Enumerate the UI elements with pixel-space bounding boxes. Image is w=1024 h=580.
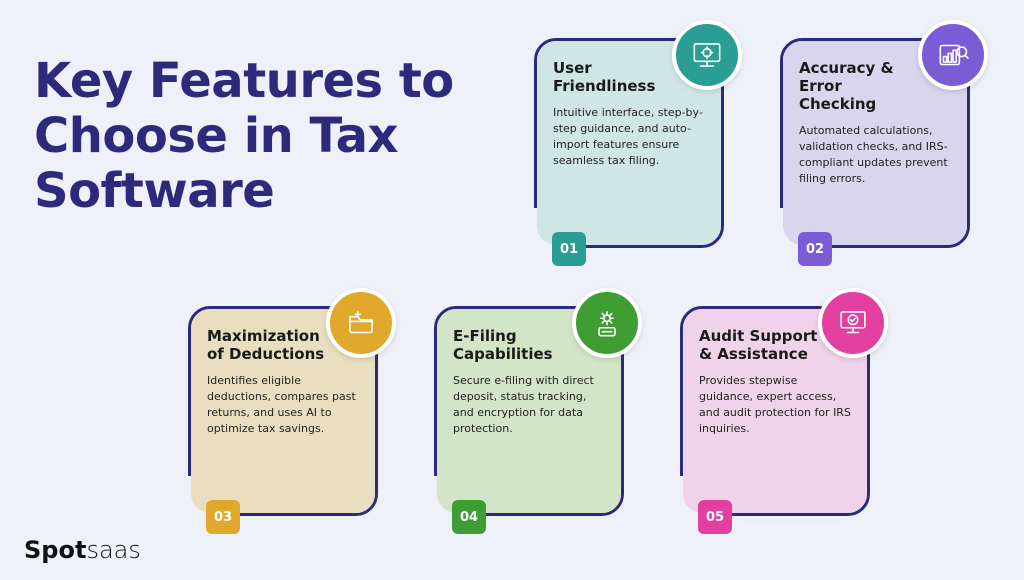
card-title: User Friendliness: [553, 59, 673, 95]
monitor-icon: [818, 288, 888, 358]
card-number-badge: 03: [206, 500, 240, 534]
folder-icon: [326, 288, 396, 358]
card-body: Intuitive interface, step-by-step guidan…: [553, 105, 705, 169]
feature-card-deductions: Maximization of Deductions Identifies el…: [188, 306, 378, 516]
card-title: Maximization of Deductions: [207, 327, 327, 363]
feature-card-user-friendliness: User Friendliness Intuitive interface, s…: [534, 38, 724, 248]
card-title: E-Filing Capabilities: [453, 327, 573, 363]
card-body: Identifies eligible deductions, compares…: [207, 373, 359, 437]
card-body: Secure e-filing with direct deposit, sta…: [453, 373, 605, 437]
card-body: Automated calculations, validation check…: [799, 123, 951, 187]
card-number-badge: 02: [798, 232, 832, 266]
brand-bold: Spot: [24, 536, 86, 564]
card-number-badge: 05: [698, 500, 732, 534]
screen-icon: [672, 20, 742, 90]
gear-icon: [572, 288, 642, 358]
brand-light: saas: [86, 536, 140, 564]
card-number-badge: 04: [452, 500, 486, 534]
card-title: Audit Support & Assistance: [699, 327, 819, 363]
page-title: Key Features to Choose in Tax Software: [34, 54, 454, 220]
feature-card-efiling: E-Filing Capabilities Secure e-filing wi…: [434, 306, 624, 516]
card-number-badge: 01: [552, 232, 586, 266]
brand-logo: Spotsaas: [24, 536, 141, 564]
card-title: Accuracy & Error Checking: [799, 59, 919, 113]
feature-card-accuracy: Accuracy & Error Checking Automated calc…: [780, 38, 970, 248]
card-body: Provides stepwise guidance, expert acces…: [699, 373, 851, 437]
feature-card-audit-support: Audit Support & Assistance Provides step…: [680, 306, 870, 516]
chart-icon: [918, 20, 988, 90]
